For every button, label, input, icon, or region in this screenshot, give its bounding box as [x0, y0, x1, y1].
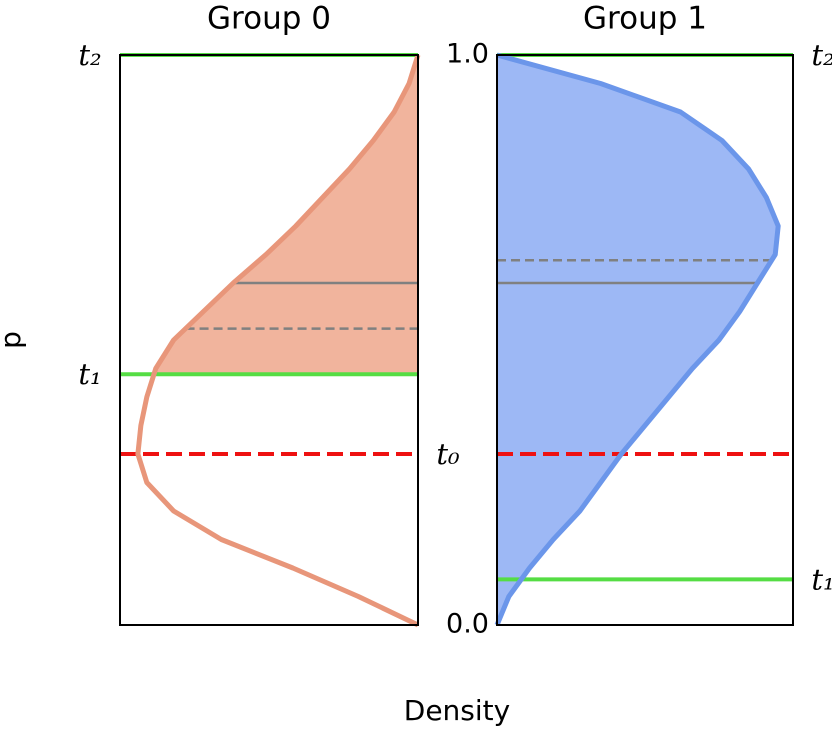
threshold-label: t₀: [436, 437, 460, 471]
x-axis-label: Density: [404, 694, 510, 727]
y-axis-label: p: [0, 331, 27, 349]
threshold-label: t₂: [811, 38, 832, 72]
panel-title: Group 0: [207, 1, 331, 37]
density-curve: [135, 54, 421, 628]
threshold-label: t₁: [78, 357, 101, 391]
threshold-label: t₂: [78, 38, 101, 72]
threshold-label: t₁: [811, 562, 832, 596]
density-fill: [497, 55, 779, 625]
panel-title: Group 1: [583, 1, 707, 37]
y-tick-label: 0.0: [446, 609, 489, 640]
density-curve: [494, 52, 781, 626]
panel-frame: [119, 54, 419, 626]
panel-frame: [496, 54, 794, 626]
density-fill: [153, 55, 419, 375]
y-tick-label: 1.0: [446, 39, 489, 70]
